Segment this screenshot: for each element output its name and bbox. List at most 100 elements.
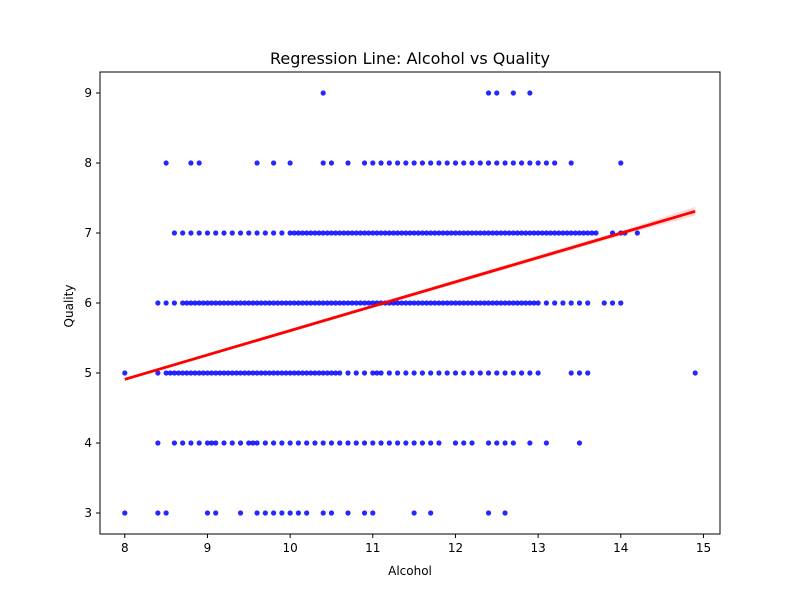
- data-point: [204, 230, 211, 236]
- data-point: [490, 300, 496, 306]
- data-point: [254, 510, 260, 516]
- data-point: [502, 510, 508, 516]
- data-point: [395, 160, 401, 166]
- x-tick-label: 15: [696, 541, 711, 555]
- data-point: [370, 230, 376, 236]
- data-point: [333, 300, 339, 306]
- data-point: [312, 370, 318, 376]
- data-point: [155, 370, 161, 376]
- data-point: [180, 440, 186, 446]
- data-point: [204, 370, 211, 376]
- data-point: [395, 440, 401, 446]
- data-point: [692, 370, 698, 376]
- data-point: [262, 230, 268, 236]
- data-point: [428, 230, 434, 236]
- data-point: [283, 370, 289, 376]
- data-point: [461, 300, 467, 306]
- data-point: [494, 160, 500, 166]
- data-point: [345, 440, 351, 446]
- data-point: [204, 440, 211, 446]
- data-point: [382, 230, 388, 236]
- data-point: [237, 300, 244, 306]
- data-point: [328, 230, 335, 236]
- data-point: [560, 230, 566, 236]
- data-point: [361, 440, 368, 446]
- data-point: [171, 230, 177, 236]
- data-point: [510, 230, 516, 236]
- data-point: [432, 230, 438, 236]
- data-point: [209, 440, 215, 446]
- data-point: [287, 230, 293, 236]
- data-point: [502, 230, 508, 236]
- data-point: [163, 300, 169, 306]
- data-point: [556, 230, 562, 236]
- data-point: [196, 370, 202, 376]
- data-point: [349, 300, 355, 306]
- data-point: [279, 230, 285, 236]
- data-point: [547, 230, 554, 236]
- data-point: [279, 510, 285, 516]
- data-point: [618, 160, 624, 166]
- data-point: [291, 230, 297, 236]
- data-point: [378, 440, 384, 446]
- data-point: [469, 300, 475, 306]
- data-point: [568, 300, 574, 306]
- data-point: [395, 370, 401, 376]
- data-point: [494, 370, 500, 376]
- data-point: [279, 440, 285, 446]
- data-point: [171, 440, 177, 446]
- data-point: [568, 230, 574, 236]
- data-point: [341, 230, 347, 236]
- data-point: [233, 300, 239, 306]
- data-point: [576, 300, 583, 306]
- data-point: [593, 230, 599, 236]
- data-point: [225, 370, 231, 376]
- data-point: [452, 160, 459, 166]
- data-point: [204, 300, 211, 306]
- data-point: [328, 370, 335, 376]
- data-point: [167, 370, 173, 376]
- data-point: [258, 370, 264, 376]
- data-point: [477, 300, 483, 306]
- data-point: [469, 370, 475, 376]
- data-point: [221, 230, 227, 236]
- data-point: [304, 300, 310, 306]
- data-point: [403, 440, 409, 446]
- data-point: [122, 370, 128, 376]
- data-point: [221, 300, 227, 306]
- data-point: [506, 300, 512, 306]
- data-point: [361, 160, 368, 166]
- data-point: [295, 370, 301, 376]
- data-point: [485, 370, 492, 376]
- data-point: [428, 300, 434, 306]
- data-point: [299, 230, 306, 236]
- data-point: [444, 370, 450, 376]
- data-point: [527, 440, 533, 446]
- data-point: [357, 300, 363, 306]
- data-point: [576, 370, 583, 376]
- data-point: [415, 230, 421, 236]
- data-point: [576, 440, 583, 446]
- data-point: [262, 510, 268, 516]
- data-point: [485, 300, 492, 306]
- data-point: [436, 160, 442, 166]
- data-point: [485, 160, 492, 166]
- data-point: [345, 370, 351, 376]
- data-point: [552, 300, 558, 306]
- data-point: [419, 300, 425, 306]
- data-point: [254, 440, 260, 446]
- data-point: [237, 510, 244, 516]
- data-point: [242, 370, 248, 376]
- data-point: [494, 440, 500, 446]
- data-point: [419, 440, 425, 446]
- data-point: [452, 230, 459, 236]
- data-point: [271, 370, 277, 376]
- data-point: [242, 300, 248, 306]
- data-point: [308, 370, 314, 376]
- data-point: [237, 370, 244, 376]
- y-tick-label: 9: [84, 86, 92, 100]
- data-point: [568, 370, 574, 376]
- data-point: [378, 370, 384, 376]
- data-point: [452, 300, 459, 306]
